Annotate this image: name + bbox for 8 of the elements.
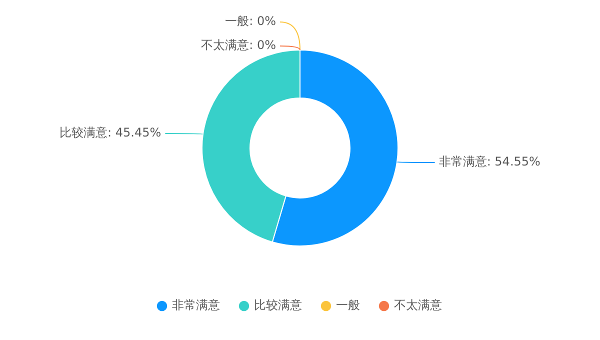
- data-label: 非常满意: 54.55%: [438, 154, 540, 169]
- data-label: 比较满意: 45.45%: [60, 126, 162, 140]
- text: 一般: 0%: [225, 14, 276, 28]
- legend-label: 一般: [336, 298, 360, 312]
- legend-label: 比较满意: [254, 298, 302, 312]
- legend-label: 不太满意: [394, 298, 442, 312]
- text: 不太满意: 0%: [201, 38, 276, 52]
- legend-label: 非常满意: [172, 298, 220, 312]
